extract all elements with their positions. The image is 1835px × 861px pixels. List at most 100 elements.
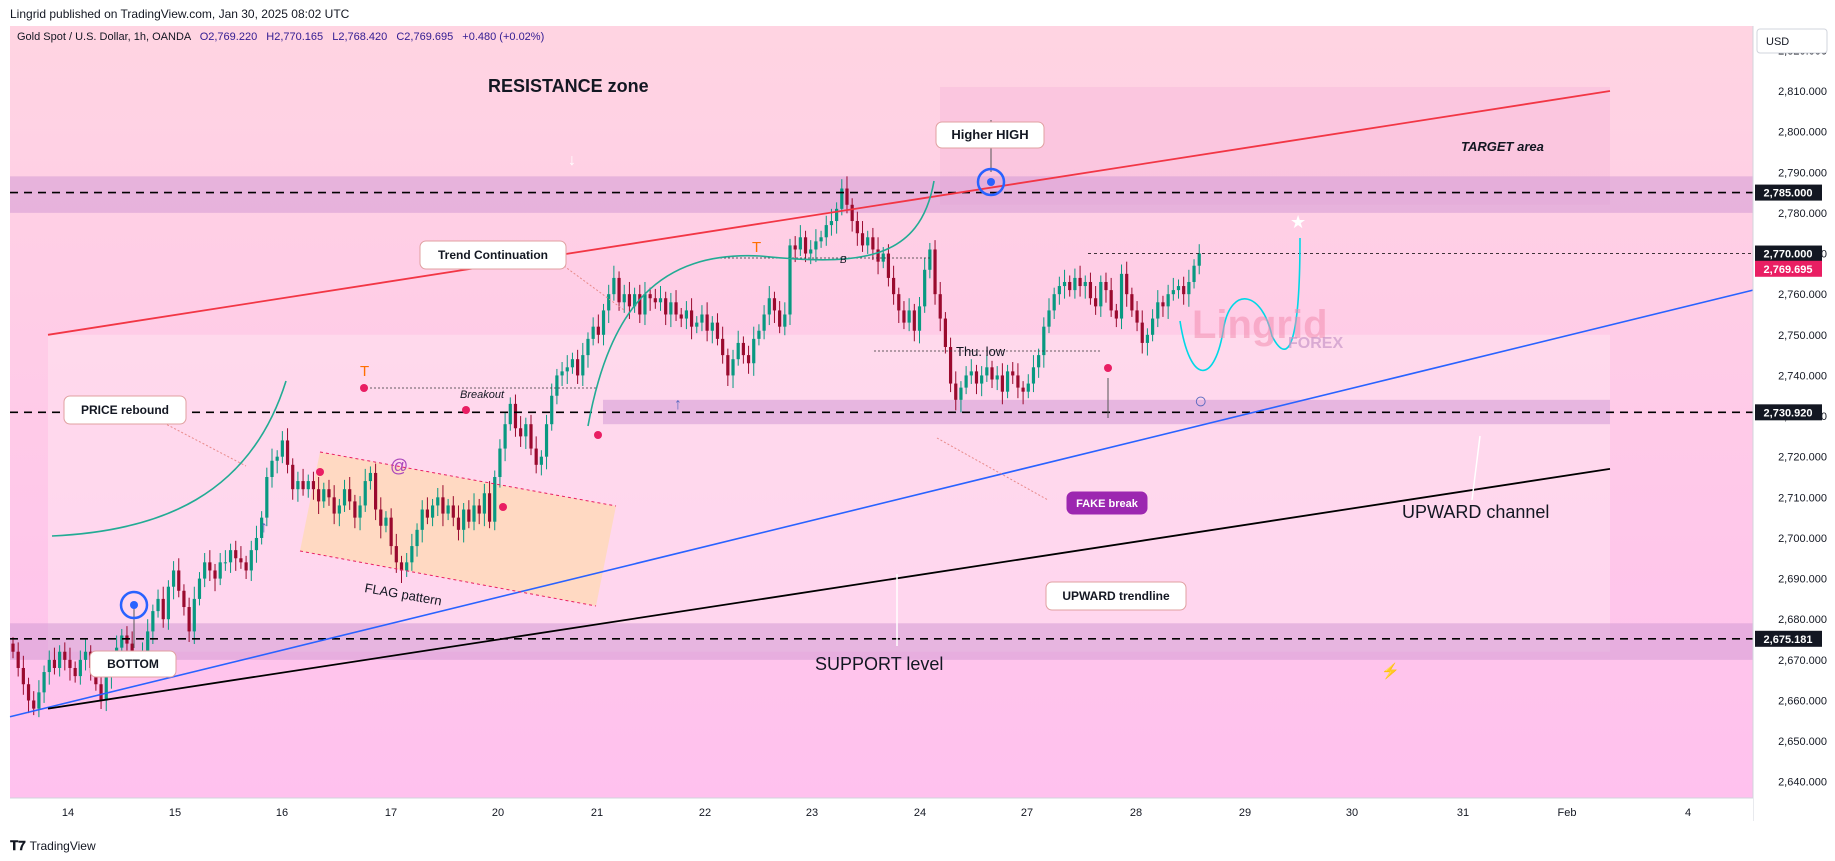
arrow-down-circle-icon: ↓ [568, 152, 576, 169]
candle [648, 287, 652, 311]
candle [778, 301, 782, 334]
candle [1011, 362, 1015, 384]
candle [664, 291, 668, 326]
candle [353, 494, 357, 529]
candle [912, 303, 916, 342]
chart[interactable]: RESISTANCE zone Higher HIGH TARGET area Tre… [0, 26, 1835, 833]
candle [674, 290, 678, 321]
candle [684, 301, 688, 330]
upward-trendline [9, 289, 1754, 718]
pivot-dot [360, 384, 368, 392]
pivot-dot [462, 406, 470, 414]
candle [311, 471, 316, 500]
candle [700, 305, 704, 332]
candle [576, 349, 580, 384]
candle [228, 543, 233, 573]
candle [772, 291, 777, 324]
candle [405, 552, 409, 577]
rocket-icon: ↑ [674, 396, 682, 413]
candle [814, 229, 818, 263]
candle [721, 326, 725, 364]
svg-text:UPWARD trendline: UPWARD trendline [1062, 589, 1170, 603]
candle [42, 665, 46, 703]
candle [363, 468, 367, 512]
candle [943, 312, 947, 354]
higher-high-marker [976, 167, 1006, 197]
pivot-dot [594, 431, 602, 439]
candle [1145, 328, 1150, 356]
candle [897, 287, 901, 324]
snail-icon: @ [390, 456, 408, 476]
candle [612, 265, 616, 301]
svg-text:FAKE break: FAKE break [1076, 498, 1139, 510]
candle [860, 221, 865, 252]
legend-change: +0.480 (+0.02%) [462, 31, 544, 43]
candle [980, 366, 984, 397]
candle [954, 371, 958, 411]
time-axis[interactable] [10, 798, 1753, 821]
candle [446, 498, 450, 521]
bottom-marker [119, 590, 149, 620]
hammer-icon: T [360, 363, 369, 380]
candle [389, 508, 393, 555]
candle [436, 487, 440, 517]
pivot-dot [1104, 364, 1112, 372]
svg-text:Trend Continuation: Trend Continuation [438, 248, 548, 262]
candle [679, 307, 683, 328]
candle [1026, 374, 1030, 399]
candle [1078, 265, 1082, 297]
candle [249, 540, 253, 582]
candle [487, 481, 492, 529]
tradingview-brand: TradingView [29, 839, 96, 853]
tradingview-footer[interactable]: 𝐓𝟕 TradingView [10, 838, 96, 854]
candle [285, 428, 290, 474]
candle [633, 287, 637, 313]
legend-high: H2,770.165 [266, 31, 323, 43]
x-tick-label: 20 [492, 807, 504, 819]
price-axis[interactable] [1753, 26, 1835, 821]
watermark-sub: FOREX [1288, 335, 1343, 352]
svg-text:BOTTOM: BOTTOM [107, 657, 159, 671]
candle [244, 555, 248, 579]
candle [1047, 298, 1051, 334]
candle [752, 326, 756, 376]
candle [498, 439, 502, 488]
candle [78, 650, 82, 685]
candle [607, 284, 611, 324]
candle [1125, 261, 1129, 307]
candle [1182, 276, 1186, 305]
candle [845, 176, 849, 214]
flag-lower-line [299, 550, 597, 607]
currency-label[interactable]: USD [1766, 36, 1789, 48]
candle [726, 348, 730, 386]
candle [715, 313, 720, 346]
candle [16, 642, 20, 677]
candle [581, 342, 585, 386]
price-tag: 2,675.181 [1755, 630, 1822, 647]
candle [260, 511, 264, 545]
svg-text:Gold Spot / U.S. Dollar, 1h, O: Gold Spot / U.S. Dollar, 1h, OANDA O2,76… [17, 31, 544, 43]
candle [1151, 309, 1155, 342]
x-tick-label: 23 [806, 807, 818, 819]
candle [596, 314, 600, 344]
candle [570, 352, 575, 374]
candle [270, 448, 274, 488]
rocket-icon: ↑ [260, 519, 268, 536]
candle [1068, 275, 1072, 297]
symbol-legend: Gold Spot / U.S. Dollar, 1h, OANDA O2,76… [17, 31, 544, 43]
candle [840, 179, 844, 216]
candle [689, 298, 694, 340]
candle [265, 467, 269, 527]
candle [519, 416, 523, 447]
candle [332, 485, 336, 525]
candle [1114, 303, 1118, 328]
lightning-icon[interactable]: ⚡ [1381, 662, 1400, 680]
candle [342, 479, 347, 512]
candle [1083, 275, 1087, 299]
candle [99, 672, 103, 710]
candle [1099, 275, 1103, 317]
candle [83, 639, 88, 671]
candle [835, 202, 839, 234]
candle [306, 474, 310, 498]
candle [695, 316, 699, 334]
